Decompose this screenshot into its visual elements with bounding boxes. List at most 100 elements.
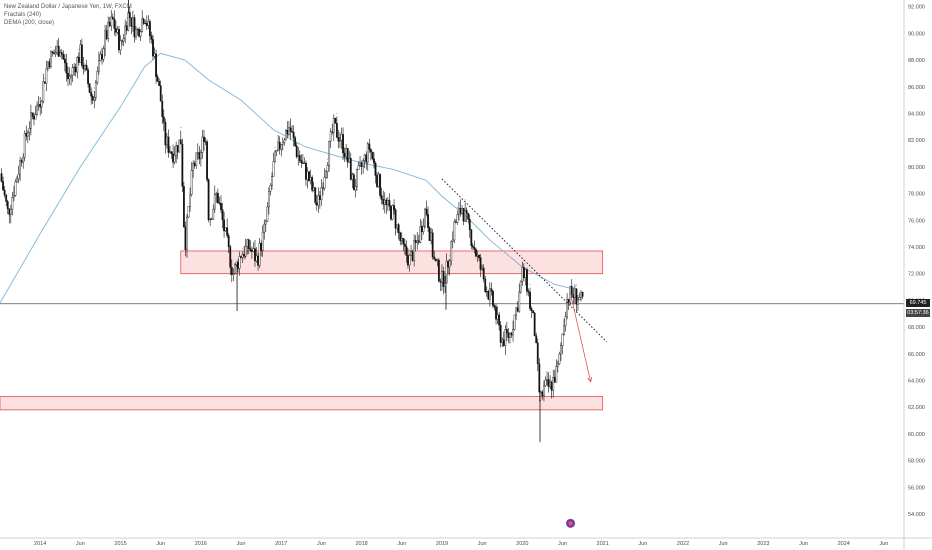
candle-body <box>271 176 273 186</box>
candle-body <box>165 136 168 146</box>
candle-body <box>22 156 25 163</box>
time-tick-label: Jun <box>719 541 728 547</box>
candle-body <box>453 221 456 241</box>
price-tick-label: 78.000 <box>908 192 925 198</box>
candle-body <box>145 22 148 27</box>
drawings[interactable] <box>441 178 608 528</box>
candle-body <box>243 254 246 257</box>
candle-body <box>499 324 502 343</box>
candle-body <box>471 245 474 248</box>
price-axis[interactable]: 92.000 90.000 88.000 86.000 84.000 82.000 80.0… <box>903 0 925 550</box>
candle-body <box>97 60 100 72</box>
indicator-fractals-label[interactable]: Fractals (240) <box>4 12 42 18</box>
candle-body <box>314 187 317 203</box>
candle-body <box>56 45 59 53</box>
indicator-dema-label[interactable]: DEMA (200, close) <box>4 20 55 26</box>
candle-body <box>345 148 348 158</box>
candle-body <box>533 312 536 336</box>
candle-body <box>233 264 236 274</box>
fractal-dot <box>429 222 431 224</box>
candle-body <box>101 54 103 60</box>
candle-body <box>323 177 326 189</box>
candle-body <box>237 261 239 269</box>
candle-body <box>496 314 499 320</box>
candle-body <box>573 288 576 298</box>
candle-body <box>45 68 48 84</box>
candle-body <box>88 83 91 93</box>
candle-body <box>50 51 52 68</box>
fractal-dot <box>242 248 244 250</box>
time-axis[interactable]: 2014 Jun 2015 Jun 2016 Jun 2017 Jun 2018 Jun 2019 J… <box>0 537 932 547</box>
candle-body <box>216 192 219 204</box>
candle-body <box>509 332 511 338</box>
candle-body <box>420 226 423 232</box>
candle-body <box>431 232 434 258</box>
candle-body <box>320 187 323 200</box>
candle-body <box>379 174 382 196</box>
price-tick-label: 64.000 <box>908 378 925 384</box>
candle-body <box>315 202 318 206</box>
candle-body <box>159 85 162 102</box>
candle-body <box>91 95 94 101</box>
candle-body <box>547 379 550 387</box>
candle-body <box>298 155 301 161</box>
price-tick-label: 80.000 <box>908 165 925 171</box>
candle-body <box>555 366 558 383</box>
candle-body <box>116 28 119 33</box>
candle-body <box>373 158 375 164</box>
candle-body <box>383 199 386 205</box>
candle-body <box>578 297 581 301</box>
candle-body <box>17 173 20 180</box>
candle-body <box>221 209 224 221</box>
time-tick-label: Jun <box>478 541 487 547</box>
candle-body <box>275 149 278 153</box>
candle-body <box>60 52 63 55</box>
candle-body <box>142 18 145 24</box>
candle-body <box>84 64 86 70</box>
candle-body <box>405 246 408 256</box>
candle-body <box>257 255 259 266</box>
candle-body <box>377 174 380 187</box>
price-tick-label: 54.000 <box>908 512 925 518</box>
candle-body <box>386 200 389 205</box>
price-tick-label: 92.000 <box>908 5 925 11</box>
candle-body <box>300 160 303 164</box>
candle-body <box>456 214 459 223</box>
candle-body <box>518 291 521 312</box>
candle-body <box>504 329 507 346</box>
price-tick-label: 68.000 <box>908 325 925 331</box>
candle-body <box>139 31 142 37</box>
candle-body <box>138 29 140 37</box>
candle-body <box>104 30 106 50</box>
candle-body <box>510 332 513 336</box>
fractal-dot <box>44 77 46 79</box>
candle-body <box>232 273 235 275</box>
candle-body <box>40 101 43 108</box>
fractal-dot <box>50 46 52 48</box>
supply-demand-zones[interactable] <box>0 250 904 411</box>
candle-body <box>561 333 564 346</box>
candle-body <box>215 192 218 195</box>
candle-body <box>308 171 310 182</box>
candle-body <box>9 208 12 215</box>
candle-body <box>167 136 170 153</box>
candle-body <box>348 158 351 163</box>
time-tick-label: 2018 <box>355 541 367 547</box>
candle-body <box>416 240 419 244</box>
candle-body <box>388 200 391 207</box>
candle-body <box>400 238 403 242</box>
candle-body <box>195 152 198 167</box>
candle-body <box>162 116 165 123</box>
candle-body <box>519 281 522 293</box>
candle-body <box>11 196 14 210</box>
projection-arrow-head <box>587 376 593 383</box>
candle-body <box>280 144 283 150</box>
candle-body <box>397 224 400 233</box>
symbol-title[interactable]: New Zealand Dollar / Japanese Yen, 1W, F… <box>4 4 132 10</box>
candle-body <box>224 227 227 232</box>
candle-body <box>485 291 488 293</box>
candle-body <box>482 267 485 280</box>
candle-body <box>396 224 399 229</box>
candle-body <box>535 335 538 344</box>
